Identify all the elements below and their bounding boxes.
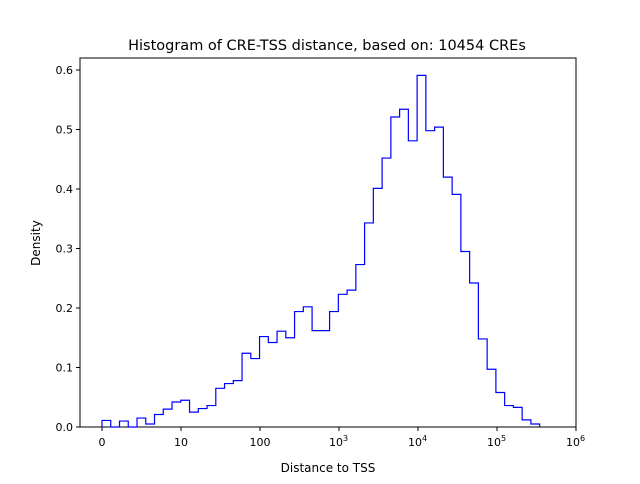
y-tick-label: 0.4 — [56, 183, 74, 196]
plot-frame — [79, 57, 577, 428]
x-tick-label: 104 — [408, 434, 427, 449]
y-tick-label: 0.2 — [56, 302, 74, 315]
x-tick-label: 100 — [250, 436, 271, 449]
y-tick-label: 0.3 — [56, 243, 74, 256]
x-tick-label: 103 — [329, 434, 348, 449]
y-axis: 0.0 0.1 0.2 0.3 0.4 0.5 0.6 — [56, 64, 80, 434]
histogram-step-line — [101, 74, 541, 428]
y-axis-label: Density — [29, 220, 43, 266]
x-tick-label: 106 — [566, 434, 585, 449]
x-tick-label: 0 — [99, 436, 106, 449]
y-tick-label: 0.5 — [56, 124, 74, 137]
x-tick-label: 105 — [487, 434, 506, 449]
y-tick-label: 0.1 — [56, 362, 74, 375]
y-tick-label: 0.6 — [56, 64, 74, 77]
chart-title: Histogram of CRE-TSS distance, based on:… — [128, 38, 526, 54]
y-tick-label: 0.0 — [56, 421, 74, 434]
x-axis: 0 10 100 103 104 105 106 — [99, 427, 585, 449]
x-tick-label: 10 — [174, 436, 188, 449]
x-axis-label: Distance to TSS — [281, 461, 376, 475]
